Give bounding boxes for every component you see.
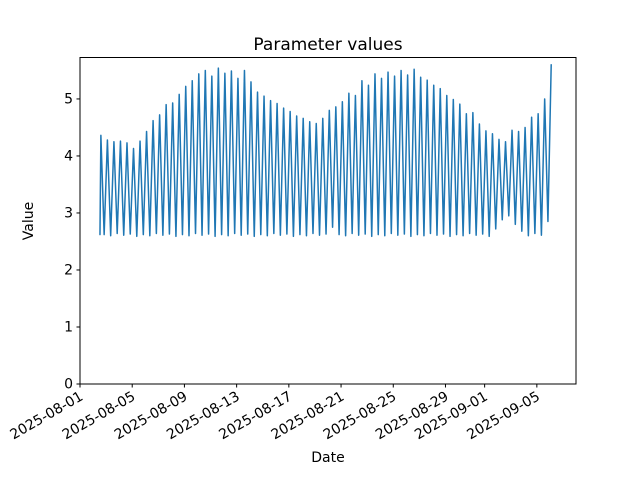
y-axis-ticks: 0 1 2 3 4 5 xyxy=(64,91,80,393)
x-axis-ticks: 2025-08-012025-08-052025-08-092025-08-13… xyxy=(8,384,543,443)
y-axis-label: Value xyxy=(21,202,37,240)
chart-title: Parameter values xyxy=(253,35,402,55)
x-axis-label: Date xyxy=(311,450,344,466)
y-tick-label: 1 xyxy=(64,319,73,335)
plot-area xyxy=(80,57,576,384)
y-tick-label: 3 xyxy=(64,205,73,221)
axes-spines xyxy=(79,57,577,385)
y-tick-label: 2 xyxy=(64,262,73,278)
y-tick-label: 4 xyxy=(64,148,73,164)
y-tick-label: 0 xyxy=(64,377,73,393)
data-series-line xyxy=(99,63,552,238)
y-tick-label: 5 xyxy=(64,91,73,107)
